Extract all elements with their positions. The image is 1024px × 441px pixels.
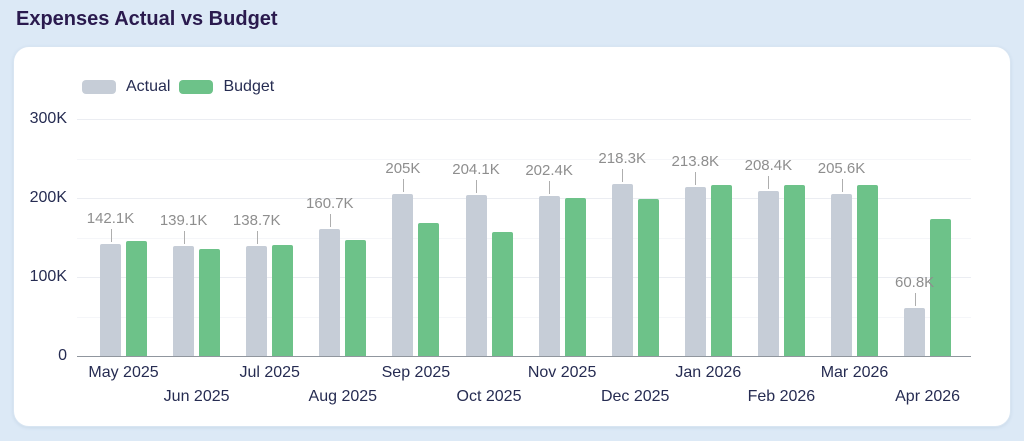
- value-label-connector-line: [841, 178, 843, 192]
- x-axis-label-sep-2025: Sep 2025: [381, 364, 451, 381]
- bar-actual-jul-2025[interactable]: [246, 246, 268, 356]
- gridline-minor: [77, 237, 971, 239]
- y-axis-tick-label: 300K: [29, 110, 67, 127]
- bar-actual-may-2025[interactable]: [100, 243, 121, 356]
- y-axis-tick-label: 100K: [29, 268, 67, 285]
- value-label-connector-line: [695, 172, 697, 186]
- x-axis-label-jul-2025: Jul 2025: [239, 364, 300, 381]
- value-label-connector-line: [402, 179, 404, 193]
- bar-actual-jan-2026[interactable]: [684, 187, 706, 356]
- x-axis-label-oct-2025: Oct 2025: [456, 388, 522, 405]
- legend-item-budget[interactable]: Budget: [179, 78, 274, 96]
- bar-value-label: 205.6K: [817, 159, 866, 177]
- x-axis-label-may-2025: May 2025: [88, 364, 159, 381]
- bar-actual-sep-2025[interactable]: [392, 194, 414, 356]
- bar-budget-jun-2025[interactable]: [199, 248, 221, 356]
- bar-budget-nov-2025[interactable]: [564, 198, 586, 356]
- bar-budget-may-2025[interactable]: [126, 240, 147, 356]
- x-axis-line: [77, 356, 971, 357]
- legend-label-actual: Actual: [126, 78, 171, 95]
- bar-budget-dec-2025[interactable]: [637, 198, 659, 356]
- page-title: Expenses Actual vs Budget: [16, 8, 278, 30]
- bar-value-label: 138.7K: [232, 212, 281, 230]
- legend-swatch-actual: [82, 80, 116, 94]
- bar-budget-jul-2025[interactable]: [272, 245, 294, 356]
- bar-value-label: 160.7K: [306, 195, 354, 213]
- bar-value-label: 202.4K: [525, 162, 573, 180]
- bar-value-label: 60.8K: [894, 273, 935, 291]
- chart-legend: Actual Budget: [82, 78, 274, 96]
- bar-value-label: 208.4K: [744, 157, 793, 175]
- value-label-connector-line: [914, 292, 916, 306]
- bar-actual-jun-2025[interactable]: [173, 246, 195, 356]
- legend-swatch-budget: [179, 80, 214, 94]
- bar-actual-dec-2025[interactable]: [611, 183, 633, 356]
- gridline-major: [77, 119, 971, 120]
- value-label-connector-line: [768, 176, 770, 190]
- chart-plot: 0 100K 200K 300K 142.1K May 2025 139.1K Jun 202…: [14, 47, 1010, 426]
- y-axis-tick-label: 0: [58, 347, 67, 364]
- bar-actual-aug-2025[interactable]: [319, 229, 341, 356]
- value-label-connector-line: [110, 228, 112, 242]
- bar-value-label: 205K: [385, 160, 421, 178]
- bar-actual-mar-2026[interactable]: [831, 193, 852, 356]
- gridline-minor: [77, 158, 971, 160]
- x-axis-label-feb-2026: Feb 2026: [747, 388, 816, 405]
- bar-budget-sep-2025[interactable]: [418, 223, 440, 356]
- x-axis-label-jun-2025: Jun 2025: [163, 388, 230, 405]
- bar-actual-apr-2026[interactable]: [904, 307, 926, 356]
- gridline-major: [77, 277, 971, 278]
- x-axis-label-nov-2025: Nov 2025: [527, 364, 597, 381]
- bar-budget-feb-2026[interactable]: [783, 185, 805, 356]
- x-axis-label-mar-2026: Mar 2026: [820, 364, 889, 381]
- value-label-connector-line: [476, 179, 477, 193]
- value-label-connector-line: [622, 168, 624, 182]
- bar-budget-oct-2025[interactable]: [491, 231, 513, 356]
- bar-value-label: 218.3K: [598, 149, 646, 167]
- y-axis-tick-label: 200K: [29, 189, 67, 206]
- bar-budget-apr-2026[interactable]: [930, 218, 952, 356]
- legend-item-actual[interactable]: Actual: [82, 78, 170, 96]
- legend-label-budget: Budget: [223, 78, 275, 95]
- value-label-connector-line: [256, 231, 258, 245]
- bar-value-label: 204.1K: [452, 160, 500, 178]
- value-label-connector-line: [549, 181, 551, 195]
- bar-actual-feb-2026[interactable]: [757, 191, 779, 356]
- bar-value-label: 213.8K: [671, 153, 720, 171]
- x-axis-label-aug-2025: Aug 2025: [308, 388, 378, 405]
- gridline-major: [77, 198, 971, 199]
- bar-budget-aug-2025[interactable]: [345, 239, 367, 356]
- value-label-connector-line: [329, 214, 331, 228]
- x-axis-label-jan-2026: Jan 2026: [675, 364, 742, 381]
- gridline-minor: [77, 316, 971, 318]
- bar-value-label: 139.1K: [159, 212, 208, 230]
- bar-actual-oct-2025[interactable]: [465, 194, 487, 356]
- bar-actual-nov-2025[interactable]: [538, 196, 560, 356]
- x-axis-label-apr-2026: Apr 2026: [895, 388, 961, 405]
- x-axis-label-dec-2025: Dec 2025: [600, 388, 670, 405]
- value-label-connector-line: [183, 231, 185, 245]
- bar-budget-mar-2026[interactable]: [857, 184, 878, 356]
- chart-card: Actual Budget 0 100K 200K 300K 142.1K May 2025…: [13, 46, 1011, 427]
- bar-value-label: 142.1K: [86, 209, 135, 227]
- bar-budget-jan-2026[interactable]: [710, 184, 732, 356]
